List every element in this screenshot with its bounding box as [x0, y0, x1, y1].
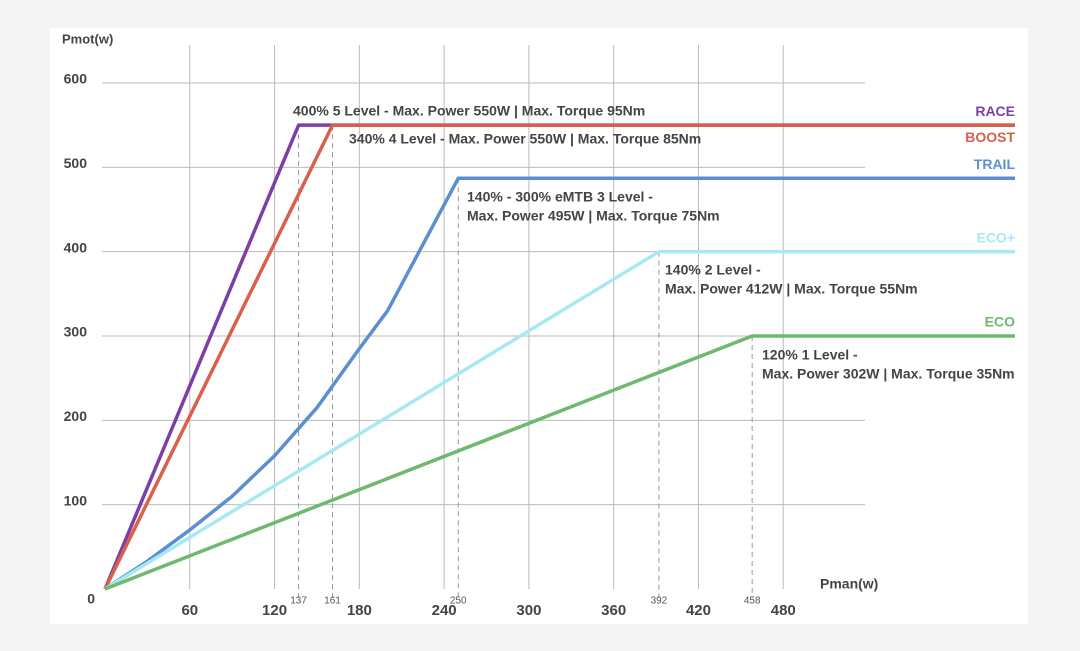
- series-line: [104, 334, 1015, 591]
- y-tick-label: 200: [64, 408, 88, 424]
- annotation: 120% 1 Level -: [762, 347, 858, 363]
- x-tick-label: 360: [601, 602, 626, 619]
- marker-tick-label: 458: [744, 596, 761, 607]
- series-label: TRAIL: [974, 156, 1016, 172]
- annotation: Max. Power 495W | Max. Torque 75Nm: [467, 208, 720, 224]
- annotation: 140% 2 Level -: [665, 262, 761, 278]
- y-axis-label: Pmot(w): [62, 31, 113, 46]
- series-label: ECO+: [976, 229, 1015, 245]
- y-tick-label: 400: [64, 239, 88, 255]
- annotation: 340% 4 Level - Max. Power 550W | Max. To…: [349, 131, 701, 147]
- y-tick-label: 100: [64, 492, 88, 508]
- series-label: BOOST: [965, 129, 1015, 145]
- marker-tick-label: 161: [324, 596, 341, 607]
- annotation: 140% - 300% eMTB 3 Level -: [467, 189, 653, 205]
- series-line: [104, 176, 1015, 591]
- y-tick-label: 300: [64, 324, 88, 340]
- series-label: RACE: [975, 103, 1015, 119]
- annotation: Max. Power 302W | Max. Torque 35Nm: [762, 366, 1015, 382]
- x-tick-label: 60: [181, 602, 198, 619]
- y-tick-label: 500: [64, 155, 88, 171]
- series-label: ECO: [985, 314, 1015, 330]
- x-axis-label: Pman(w): [820, 576, 878, 592]
- annotation: Max. Power 412W | Max. Torque 55Nm: [665, 281, 918, 297]
- y-tick-label: 600: [64, 71, 88, 87]
- marker-tick-label: 137: [290, 596, 307, 607]
- x-tick-label: 240: [432, 602, 457, 619]
- x-tick-label: 480: [771, 602, 796, 619]
- x-tick-label: 420: [686, 602, 711, 619]
- marker-tick-label: 392: [651, 596, 668, 607]
- series-line: [104, 249, 1015, 591]
- x-tick-label: 300: [516, 602, 541, 619]
- y-tick-label: 0: [87, 591, 95, 607]
- series-line: [103, 123, 1015, 590]
- marker-tick-label: 250: [450, 596, 467, 607]
- x-tick-label: 120: [262, 602, 287, 619]
- annotation: 400% 5 Level - Max. Power 550W | Max. To…: [293, 103, 645, 119]
- x-tick-label: 180: [347, 602, 372, 619]
